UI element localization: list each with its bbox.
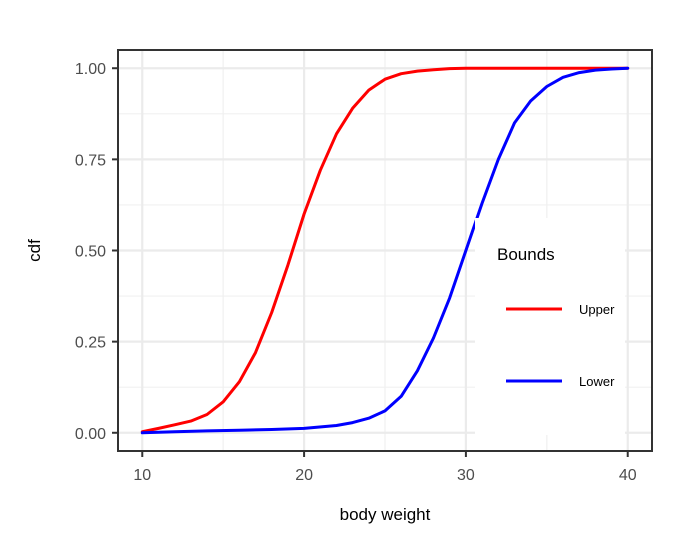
series-line-lower xyxy=(140,66,630,435)
x-tick-label: 20 xyxy=(295,467,313,484)
y-tick-label: 0.25 xyxy=(75,335,106,352)
y-tick-label: 0.75 xyxy=(75,152,106,169)
y-tick-label: 0.00 xyxy=(75,426,106,443)
legend-box xyxy=(475,218,625,435)
y-tick-label: 0.50 xyxy=(75,244,106,261)
legend-title: Bounds xyxy=(497,245,555,264)
x-tick-label: 40 xyxy=(619,467,637,484)
legend-label-upper: Upper xyxy=(579,302,615,317)
series-lines xyxy=(140,66,630,435)
series-line-upper xyxy=(140,66,630,434)
x-axis-title: body weight xyxy=(340,505,431,524)
x-tick-label: 10 xyxy=(133,467,151,484)
x-tick-label: 30 xyxy=(457,467,475,484)
legend: Bounds Upper Lower xyxy=(497,245,615,389)
y-tick-label: 1.00 xyxy=(75,61,106,78)
y-axis-title: cdf xyxy=(25,239,44,262)
axes: 10 20 30 40 0.00 0.25 0.50 0.75 1.00 xyxy=(75,61,637,484)
legend-label-lower: Lower xyxy=(579,374,615,389)
